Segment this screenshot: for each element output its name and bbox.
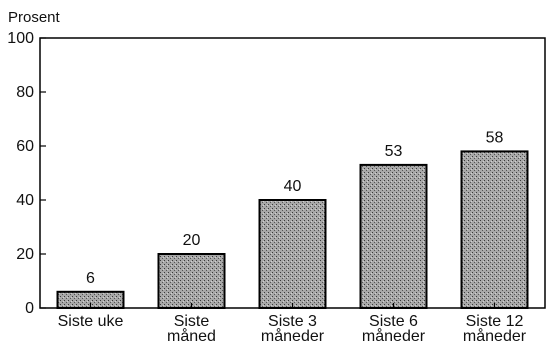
bar (258, 199, 327, 309)
bar (157, 253, 226, 309)
x-tick-label: Siste 6 måneder (362, 313, 426, 345)
x-tick-label: Siste måned (167, 313, 216, 345)
plot-area: 0 20 40 60 80 100 6 Siste uke 20 Siste måned 40 Sist… (7, 30, 546, 345)
y-axis-title: Prosent (8, 9, 61, 26)
y-tick-label: 0 (25, 300, 34, 317)
x-tick-label: Siste 12 måneder (463, 313, 527, 345)
y-tick-label: 20 (16, 246, 34, 263)
data-label: 58 (486, 129, 504, 146)
x-tick-label: Siste 3 måneder (261, 313, 325, 345)
y-tick-label: 40 (16, 192, 34, 209)
y-tick-label: 60 (16, 138, 34, 155)
bar (460, 150, 529, 309)
data-label: 20 (183, 232, 201, 249)
data-label: 6 (86, 270, 95, 287)
data-label: 40 (284, 178, 302, 195)
x-tick-label: Siste uke (58, 313, 124, 330)
y-tick-label: 100 (7, 30, 34, 47)
bar (359, 163, 428, 309)
data-label: 53 (385, 143, 403, 160)
y-tick-label: 80 (16, 84, 34, 101)
